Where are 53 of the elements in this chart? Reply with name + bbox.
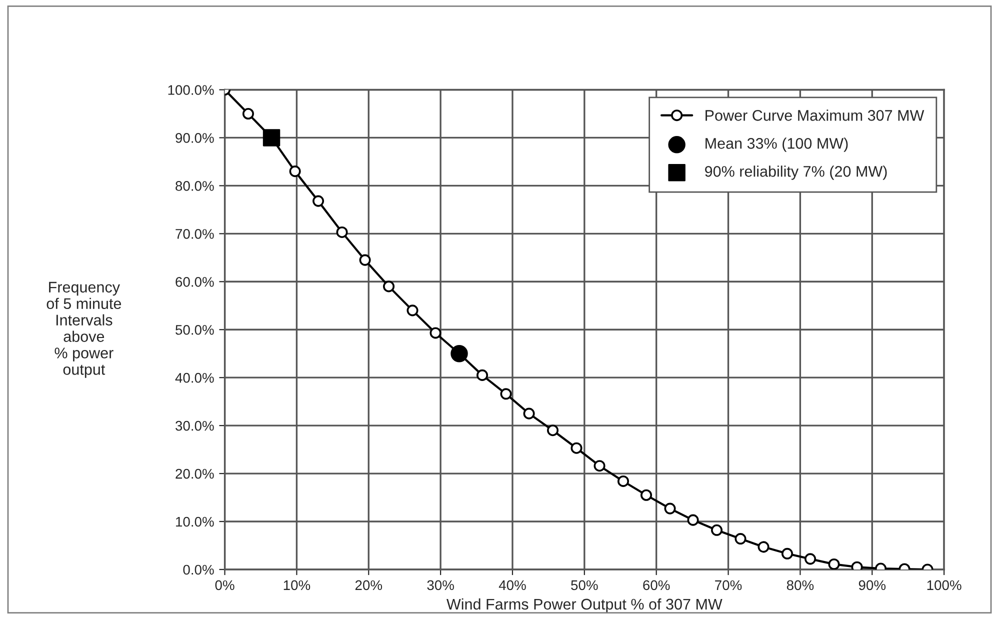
point [664,502,676,514]
point [450,344,468,362]
x-tick-label: 90% [858,580,886,590]
point [594,460,606,472]
point [828,558,840,570]
point [758,541,770,553]
legend-label: 90% reliability 7% (20 MW) [705,166,887,180]
point [687,514,699,526]
y-tick-label: 30.0% [176,420,214,431]
legend-label: Power Curve Maximum 307 MW [706,110,924,121]
point [710,524,723,536]
y-tick-label: 50.0% [176,324,214,335]
y-axis-title: Frequency of 5 minute Intervals above % power output [46,282,122,378]
point [640,489,652,501]
x-tick-label: 20% [355,580,382,590]
y-tick-label: 60.0% [176,276,214,287]
x-tick-label: 50% [571,580,598,590]
x-tick-label: 60% [643,580,670,590]
point [781,548,794,560]
x-tick-label: 100% [927,580,962,590]
point [289,166,301,178]
x-tick-label: 30% [427,580,454,590]
point [336,226,348,238]
point [262,129,280,146]
x-tick-label: 10% [284,580,310,590]
point [547,424,559,436]
y-tick-label: 10.0% [176,516,214,527]
point [734,533,746,545]
point [617,475,630,487]
point [383,280,395,292]
point [804,553,816,565]
point [500,388,512,400]
point [406,304,418,316]
y-tick-label: 80.0% [176,181,214,191]
y-tick-label: 90.0% [176,133,214,143]
point [570,442,582,454]
x-axis-title: Wind Farms Power Output % of 307 MW [446,598,722,613]
y-tick-label: 70.0% [176,229,214,239]
point [242,108,254,120]
point [430,327,442,339]
x-tick-label: 0% [215,580,234,590]
point [523,408,535,420]
point [476,369,488,381]
x-tick-label: 40% [498,580,526,590]
legend-label: Mean 33% (100 MW) [706,138,848,152]
y-tick-label: 0.0% [183,564,214,575]
point [312,195,324,207]
y-tick-label: 100.0% [168,85,214,95]
x-tick-label: 70% [715,580,742,590]
y-tick-label: 40.0% [175,372,214,383]
point [359,254,371,266]
x-tick-label: 80% [786,580,814,590]
y-tick-label: 20.0% [176,468,214,479]
